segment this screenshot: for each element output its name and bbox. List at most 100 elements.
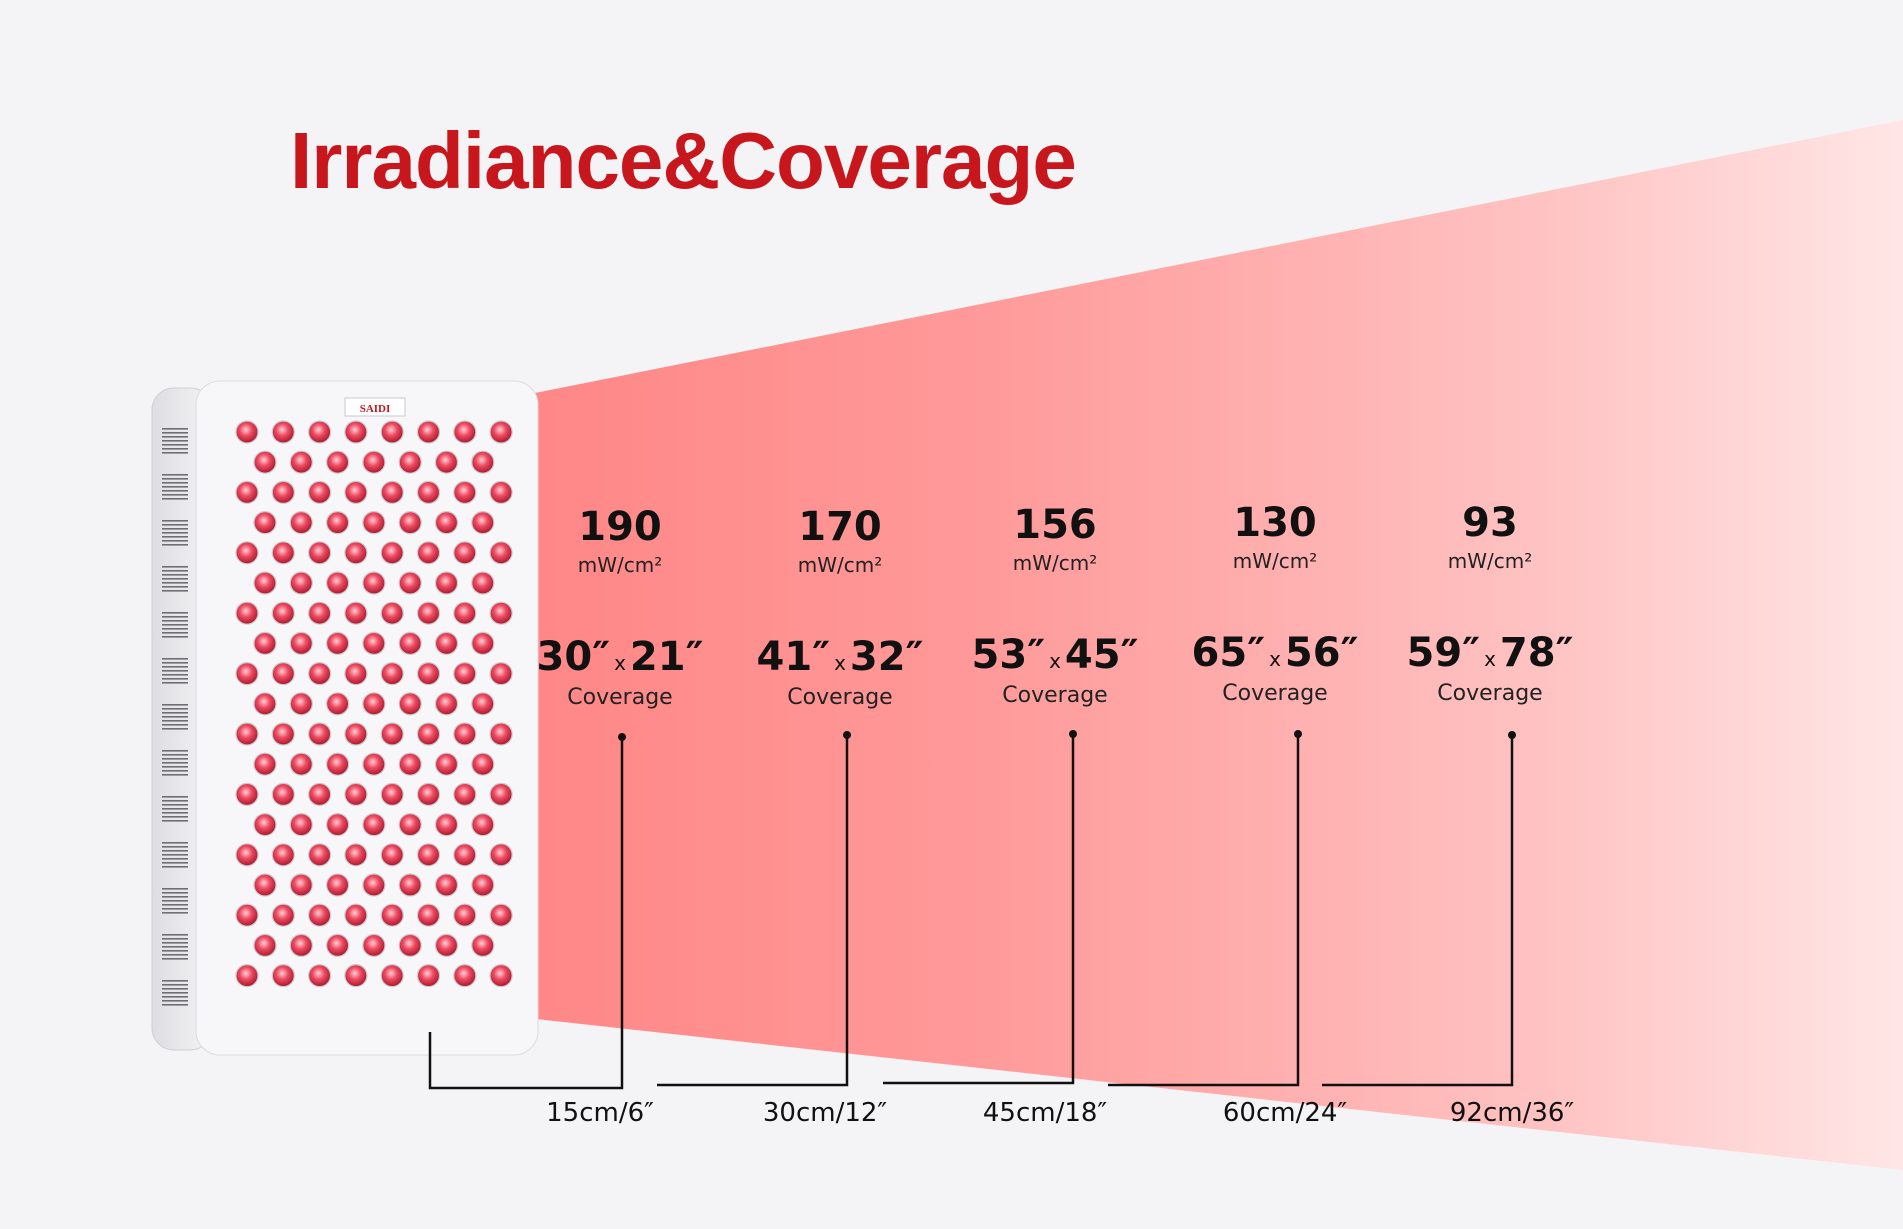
coverage-dimensions: 59″ x 78″ (1370, 631, 1610, 681)
vent-slot (162, 536, 188, 538)
led-bulb (308, 903, 332, 927)
vent-slot (162, 486, 188, 488)
leader-line (1322, 735, 1514, 1087)
led-bulb (308, 601, 332, 625)
led-bulb (344, 722, 368, 746)
vent-slot (162, 440, 188, 442)
vent-slot (162, 678, 188, 680)
vent-slot (162, 720, 188, 722)
led-bulb (326, 873, 350, 897)
led-bulb (253, 873, 277, 897)
led-bulb (416, 903, 441, 927)
led-bulb (416, 782, 441, 807)
vent-slot (162, 850, 188, 852)
measurement-column: 156 mW/cm² 53″ x 45″ Coverage (935, 503, 1175, 709)
led-bulb (235, 420, 259, 444)
irradiance-value: 190 (578, 504, 662, 550)
led-bulb (344, 661, 368, 686)
irradiance-value: 130 (1233, 500, 1317, 546)
leader-line (1108, 734, 1300, 1087)
led-bulb (289, 933, 313, 958)
led-bulb (380, 903, 404, 927)
vent-slot (162, 958, 188, 960)
led-bulb (434, 631, 459, 656)
leader-line (657, 735, 849, 1087)
brand-label (344, 397, 406, 417)
vent-slot (162, 934, 188, 936)
leader-line (428, 737, 624, 1090)
coverage-width: 65″ (1191, 630, 1266, 676)
led-bulb (344, 420, 368, 444)
vent-slot (162, 728, 188, 730)
vent-slot (162, 812, 188, 814)
led-bulb (471, 752, 495, 776)
vent-slot (162, 846, 188, 848)
led-bulb (344, 782, 368, 807)
vent-slot (162, 444, 188, 446)
vent-slot (162, 620, 188, 622)
vent-slot (162, 774, 188, 776)
led-bulb (289, 812, 313, 837)
vent-slot (162, 666, 188, 668)
coverage-label: Coverage (567, 685, 673, 710)
led-bulb (453, 661, 477, 686)
vent-slot (162, 900, 188, 902)
coverage-width: 59″ (1406, 630, 1481, 676)
led-bulb (434, 450, 459, 474)
vent-slot (162, 996, 188, 998)
vent-slot (162, 662, 188, 664)
coverage-times: x (1269, 647, 1281, 671)
led-bulb (453, 963, 477, 988)
led-bulb (253, 752, 277, 776)
vent-slot (162, 980, 188, 982)
led-bulb (416, 420, 441, 444)
led-bulb (398, 510, 422, 535)
led-bulb (344, 963, 368, 988)
vent-slot (162, 984, 188, 986)
vent-slot (162, 816, 188, 818)
coverage-dimensions: 53″ x 45″ (935, 633, 1175, 683)
led-bulb (453, 843, 477, 867)
vent-slot (162, 954, 188, 956)
led-bulb (326, 631, 350, 656)
vent-slot (162, 950, 188, 952)
led-bulb (308, 843, 332, 867)
vent-slot (162, 766, 188, 768)
led-bulb (235, 782, 259, 807)
vent-slot (162, 448, 188, 450)
coverage-width: 30″ (536, 634, 611, 680)
vent-slot (162, 544, 188, 546)
vent-slot (162, 474, 188, 476)
led-bulb (326, 571, 350, 595)
vent-slot (162, 988, 188, 990)
panel-vents (162, 428, 188, 1006)
vent-slot (162, 612, 188, 614)
vent-slot (162, 716, 188, 718)
led-bulb (471, 933, 495, 958)
vent-slot (162, 754, 188, 756)
led-bulb (434, 873, 459, 897)
led-bulb (398, 812, 422, 837)
vent-slot (162, 938, 188, 940)
led-bulb (416, 843, 441, 867)
vent-slot (162, 682, 188, 684)
leader-line (883, 734, 1075, 1085)
coverage-dimensions: 41″ x 32″ (720, 635, 960, 685)
coverage-width: 53″ (971, 632, 1046, 678)
led-bulb (362, 631, 386, 656)
vent-slot (162, 908, 188, 910)
led-bulb (434, 812, 459, 837)
led-bulb (398, 752, 422, 776)
led-bulb (380, 420, 404, 444)
led-bulb (271, 903, 295, 927)
distance-label: 92cm/36″ (1449, 1098, 1575, 1128)
led-bulb (362, 450, 386, 474)
coverage-times: x (1484, 647, 1496, 671)
vent-slot (162, 520, 188, 522)
led-bulb (471, 692, 495, 716)
led-bulb (289, 752, 313, 776)
measurement-column: 190 mW/cm² 30″ x 21″ Coverage (500, 505, 740, 711)
led-bulb (416, 661, 441, 686)
measurement-column: 170 mW/cm² 41″ x 32″ Coverage (720, 505, 960, 711)
measurement-column: 130 mW/cm² 65″ x 56″ Coverage (1155, 501, 1395, 707)
